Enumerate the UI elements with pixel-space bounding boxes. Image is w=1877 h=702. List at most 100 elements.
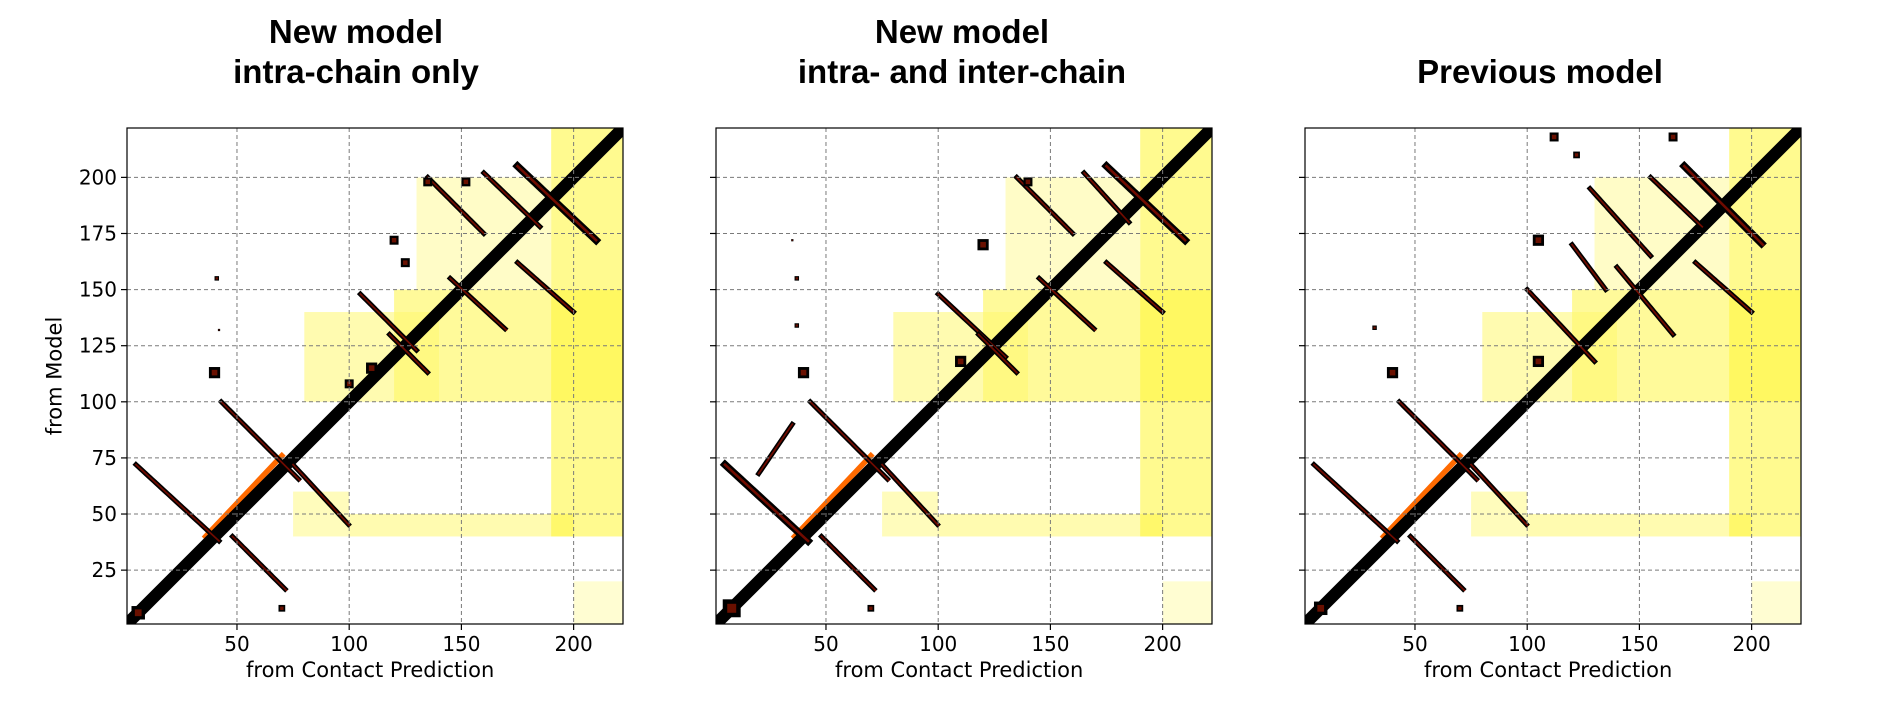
predicted-contact-region	[1527, 514, 1752, 537]
y-tick-label: 150	[79, 278, 117, 302]
x-tick-label: 200	[1144, 632, 1182, 656]
x-tick-label: 200	[1733, 632, 1771, 656]
model-contact-band-core	[757, 423, 794, 475]
panel-2-title-line-2: intra- and inter-chain	[797, 53, 1127, 90]
plot-area	[716, 128, 1212, 624]
model-contact-cluster-core	[425, 179, 430, 185]
predicted-contact-region	[1751, 581, 1801, 624]
model-contact-cluster-core	[869, 606, 873, 610]
x-tick-label: 150	[1620, 632, 1658, 656]
panel-3-title: Previous model	[1330, 52, 1750, 92]
model-contact-cluster-core	[1317, 604, 1325, 612]
model-contact-cluster-core	[1551, 134, 1557, 140]
model-contact-band-core	[723, 462, 810, 543]
x-tick-label: 100	[330, 632, 368, 656]
predicted-contact-region	[1162, 581, 1212, 624]
model-contact-band-core	[1570, 243, 1607, 291]
model-contact-cluster-core	[800, 369, 807, 376]
model-contact-band-core	[482, 171, 542, 228]
model-contact-band-core	[134, 463, 221, 543]
model-contact-band-core	[1409, 535, 1466, 592]
model-contact-band-core	[936, 292, 1007, 359]
x-tick-label: 100	[1508, 632, 1546, 656]
model-contact-band-core	[516, 261, 575, 314]
contact-diagonal	[1305, 128, 1801, 624]
panel-1-title-line-1: New model	[268, 13, 444, 50]
model-contact-cluster-core	[280, 606, 284, 610]
model-contact-band-core	[977, 333, 1018, 374]
model-contact-band-core	[1615, 265, 1675, 336]
plot-frame	[126, 127, 624, 625]
panel-1-xlabel: from Contact Prediction	[246, 658, 495, 682]
model-contact-cluster-core	[1535, 237, 1542, 244]
panel-1-title: New model intra-chain only	[146, 12, 566, 92]
model-contact-cluster-core	[795, 324, 798, 327]
model-contact-band-core	[820, 535, 877, 592]
y-tick-label: 25	[92, 558, 117, 582]
model-contact-cluster-core	[218, 329, 220, 331]
model-contact-band-core	[1525, 288, 1596, 363]
model-contact-cluster-core	[791, 239, 793, 241]
model-contact-cluster-core	[1535, 358, 1542, 365]
x-tick-label: 50	[1402, 632, 1427, 656]
x-tick-label: 150	[442, 632, 480, 656]
model-contact-cluster-core	[463, 179, 469, 185]
y-tick-label: 50	[92, 502, 117, 526]
model-contact-band-core	[809, 400, 891, 482]
y-tick-label: 75	[92, 446, 117, 470]
model-contact-band-core	[291, 463, 351, 527]
y-tick-label: 125	[79, 334, 117, 358]
y-tick-label: 200	[79, 165, 117, 189]
model-contact-band-core	[388, 333, 429, 374]
panel-3-title-line-1: Previous model	[1417, 53, 1663, 90]
panel-2-title-line-1: New model	[874, 13, 1050, 50]
panel-1-title-line-2: intra-chain only	[233, 53, 479, 90]
model-contact-band-core	[515, 164, 598, 243]
model-contact-band-core	[220, 400, 302, 482]
x-tick-label: 50	[813, 632, 838, 656]
model-contact-band-core	[1694, 261, 1753, 314]
model-contact-cluster-core	[1025, 179, 1031, 185]
contact-diagonal	[127, 128, 623, 624]
predicted-contact-region	[349, 514, 574, 537]
model-contact-band-core	[359, 292, 418, 352]
panel-3-xlabel: from Contact Prediction	[1424, 658, 1673, 682]
predicted-contact-band	[201, 451, 286, 541]
panel-2-title: New model intra- and inter-chain	[752, 12, 1172, 92]
x-tick-label: 100	[919, 632, 957, 656]
predicted-contact-band	[790, 451, 875, 541]
model-contact-cluster-core	[1670, 134, 1676, 140]
model-contact-band-core	[1082, 171, 1131, 224]
model-contact-band-core	[1312, 463, 1399, 543]
model-contact-cluster-core	[134, 609, 142, 617]
model-contact-band-core	[448, 277, 508, 332]
y-tick-label: 175	[79, 221, 117, 245]
model-contact-band-core	[1588, 187, 1652, 258]
model-contact-cluster-core	[368, 365, 375, 371]
model-contact-cluster-core	[1574, 153, 1579, 157]
predicted-contact-region	[573, 581, 623, 624]
x-tick-label: 200	[555, 632, 593, 656]
predicted-contact-region	[938, 514, 1163, 537]
model-contact-cluster-core	[1458, 606, 1462, 610]
model-contact-band-core	[426, 176, 486, 235]
plot-frame	[715, 127, 1213, 625]
plot-area	[1305, 128, 1801, 624]
model-contact-cluster-core	[727, 603, 737, 613]
model-contact-cluster-core	[980, 241, 986, 248]
model-contact-cluster-core	[403, 260, 408, 265]
model-contact-cluster-core	[391, 237, 397, 243]
contact-diagonal	[716, 128, 1212, 624]
model-contact-band-core	[1469, 463, 1529, 527]
x-tick-label: 50	[224, 632, 249, 656]
model-contact-band-core	[1649, 176, 1704, 228]
model-contact-cluster-core	[795, 277, 798, 280]
model-contact-band-core	[880, 463, 940, 527]
model-contact-band-core	[231, 535, 288, 592]
plot-frame	[1304, 127, 1802, 625]
model-contact-band-core	[1037, 277, 1097, 332]
model-contact-cluster-core	[957, 358, 964, 365]
model-contact-band-core	[1104, 164, 1187, 243]
